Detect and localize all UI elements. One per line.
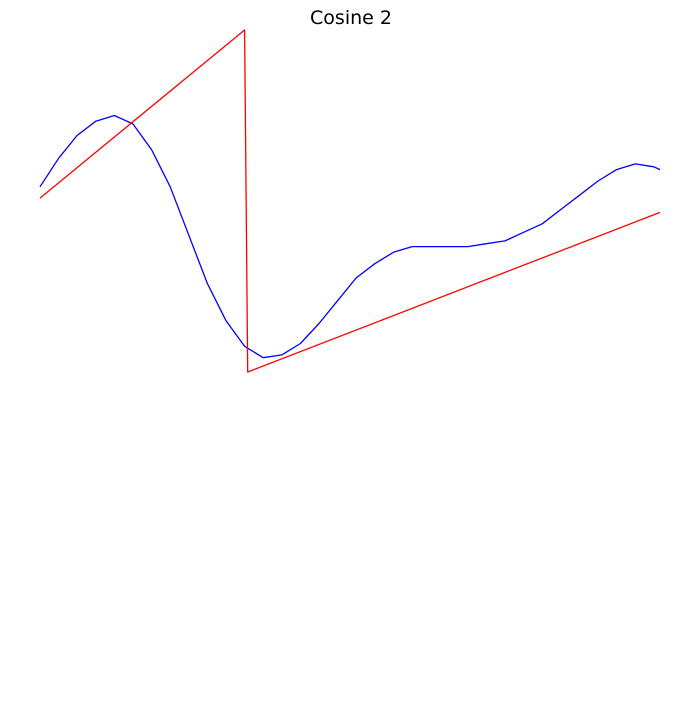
series-line-2	[40, 30, 660, 372]
series-line-1	[40, 116, 660, 358]
